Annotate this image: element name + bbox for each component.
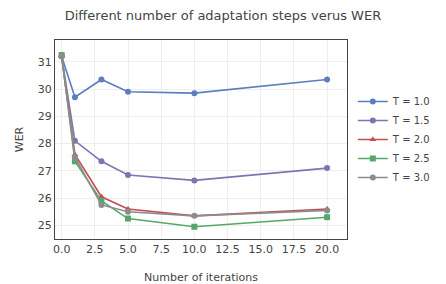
- svg-text:30: 30: [38, 83, 52, 96]
- svg-text:31: 31: [38, 56, 52, 69]
- svg-text:5.0: 5.0: [119, 243, 137, 256]
- svg-text:17.5: 17.5: [282, 243, 307, 256]
- svg-text:T = 2.5: T = 2.5: [392, 153, 430, 164]
- svg-text:WER: WER: [13, 126, 26, 152]
- svg-text:2.5: 2.5: [86, 243, 104, 256]
- svg-text:T = 2.0: T = 2.0: [392, 134, 430, 145]
- svg-text:10.0: 10.0: [182, 243, 207, 256]
- svg-text:T = 3.0: T = 3.0: [392, 172, 430, 183]
- svg-text:0.0: 0.0: [53, 243, 71, 256]
- svg-text:Different number of adaptation: Different number of adaptation steps ver…: [65, 8, 381, 23]
- svg-text:12.5: 12.5: [215, 243, 240, 256]
- svg-text:20.0: 20.0: [315, 243, 340, 256]
- svg-text:25: 25: [38, 219, 52, 232]
- svg-text:26: 26: [38, 192, 52, 205]
- svg-text:29: 29: [38, 110, 52, 123]
- svg-text:15.0: 15.0: [248, 243, 273, 256]
- svg-text:T = 1.5: T = 1.5: [392, 115, 430, 126]
- svg-text:27: 27: [38, 165, 52, 178]
- svg-text:Number of iterations: Number of iterations: [144, 271, 258, 284]
- svg-text:28: 28: [38, 137, 52, 150]
- svg-text:T = 1.0: T = 1.0: [392, 96, 430, 107]
- svg-text:7.5: 7.5: [152, 243, 170, 256]
